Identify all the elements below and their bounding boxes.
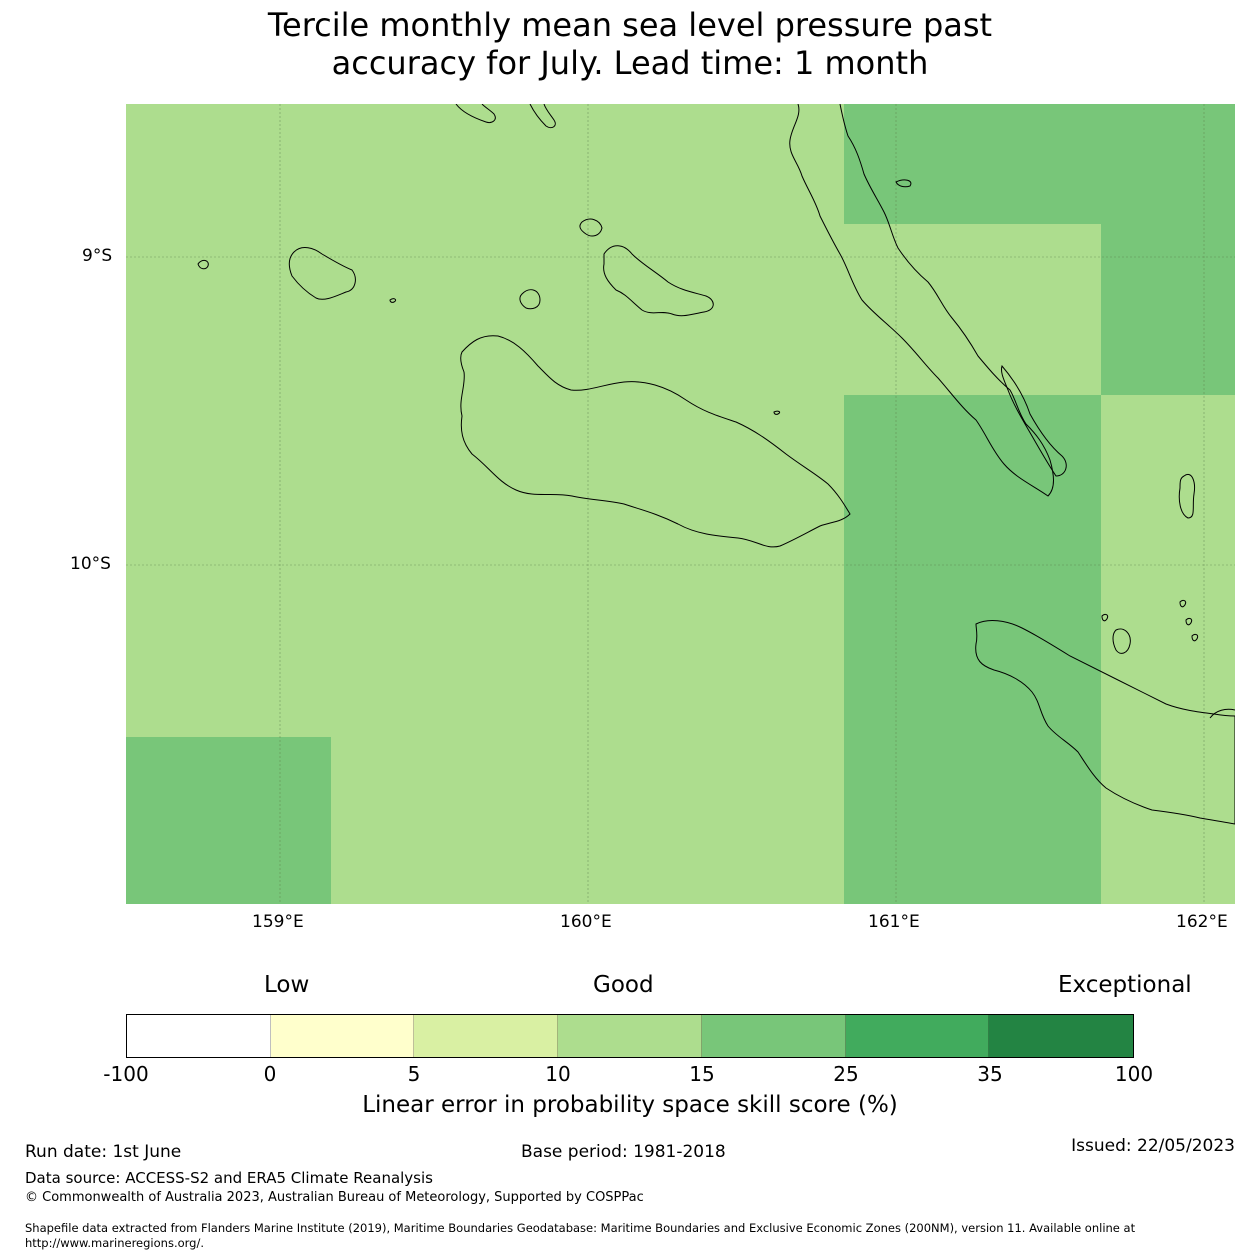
graticule bbox=[126, 104, 1235, 904]
makira-island bbox=[975, 620, 1235, 825]
colorbar-tick-label: 0 bbox=[263, 1062, 277, 1086]
small-islet bbox=[1191, 633, 1199, 642]
lat-tick-label: 10°S bbox=[70, 554, 111, 574]
title-line-1: Tercile monthly mean sea level pressure … bbox=[267, 6, 993, 44]
colorbar-tick-label: 100 bbox=[1114, 1062, 1154, 1086]
title-line-2: accuracy for July. Lead time: 1 month bbox=[331, 44, 929, 82]
colorbar-tick-label: 15 bbox=[689, 1062, 715, 1086]
colorbar-segment-1 bbox=[270, 1015, 415, 1057]
maramasike-island bbox=[1001, 365, 1067, 477]
colorbar-segment-2 bbox=[414, 1015, 559, 1057]
santa-isabel-coast bbox=[529, 104, 556, 129]
guadalcanal-island bbox=[460, 335, 851, 548]
colorbar-tick-label: 25 bbox=[833, 1062, 859, 1086]
run-date: Run date: 1st June bbox=[25, 1142, 182, 1162]
category-exceptional-label: Exceptional bbox=[1058, 972, 1192, 998]
skill-cell-good-15-25 bbox=[126, 737, 331, 904]
colorbar-segment-3 bbox=[558, 1015, 702, 1057]
skill-cell-good-15-25 bbox=[1101, 224, 1235, 395]
malaita-island bbox=[789, 104, 1054, 497]
colorbar-segment-0 bbox=[127, 1015, 271, 1057]
colorbar-tick-label: 35 bbox=[977, 1062, 1003, 1086]
shapefile-url: http://www.marineregions.org/. bbox=[25, 1236, 204, 1250]
shapefile-credit: Shapefile data extracted from Flanders M… bbox=[25, 1221, 1136, 1235]
colorbar-segment-6 bbox=[989, 1015, 1133, 1057]
lon-tick-label: 162°E bbox=[1176, 912, 1228, 932]
coastlines bbox=[197, 104, 1235, 825]
colorbar-tick-label: 5 bbox=[407, 1062, 421, 1086]
skill-cell-good-15-25 bbox=[844, 104, 1235, 224]
east-coast bbox=[1209, 708, 1235, 719]
map-canvas bbox=[126, 104, 1235, 904]
colorbar-tick-label: -100 bbox=[103, 1062, 149, 1086]
lon-tick-label: 161°E bbox=[868, 912, 920, 932]
ugi-island bbox=[1112, 628, 1131, 654]
small-islet bbox=[895, 179, 912, 188]
lon-tick-label: 160°E bbox=[560, 912, 612, 932]
small-islet bbox=[1101, 613, 1109, 622]
data-source: Data source: ACCESS-S2 and ERA5 Climate … bbox=[25, 1169, 433, 1187]
east-islet bbox=[1178, 474, 1195, 519]
west-islet bbox=[197, 259, 209, 270]
base-period: Base period: 1981-2018 bbox=[521, 1142, 726, 1162]
nggela-islands bbox=[603, 245, 714, 317]
small-islet bbox=[773, 410, 781, 415]
colorbar-segment-5 bbox=[845, 1015, 990, 1057]
small-islet bbox=[389, 298, 397, 303]
colorbar bbox=[126, 1014, 1134, 1058]
small-islet bbox=[1179, 599, 1187, 608]
colorbar-title: Linear error in probability space skill … bbox=[362, 1092, 898, 1118]
map-title: Tercile monthly mean sea level pressure … bbox=[0, 6, 1260, 82]
lat-tick-label: 9°S bbox=[82, 246, 113, 266]
category-low-label: Low bbox=[264, 972, 310, 998]
santa-isabel-coast bbox=[455, 104, 496, 123]
colorbar-tick-label: 10 bbox=[545, 1062, 571, 1086]
nggela-west-islet bbox=[579, 218, 603, 237]
small-islet bbox=[1185, 617, 1193, 626]
russell-islands bbox=[288, 247, 356, 300]
savo-island bbox=[519, 289, 541, 310]
skill-cell-good-15-25 bbox=[844, 395, 1101, 904]
issued-date: Issued: 22/05/2023 bbox=[1071, 1136, 1235, 1156]
colorbar-segment-4 bbox=[701, 1015, 846, 1057]
lon-tick-label: 159°E bbox=[252, 912, 304, 932]
category-good-label: Good bbox=[593, 972, 654, 998]
skill-map bbox=[126, 104, 1235, 904]
copyright: © Commonwealth of Australia 2023, Austra… bbox=[25, 1190, 644, 1205]
